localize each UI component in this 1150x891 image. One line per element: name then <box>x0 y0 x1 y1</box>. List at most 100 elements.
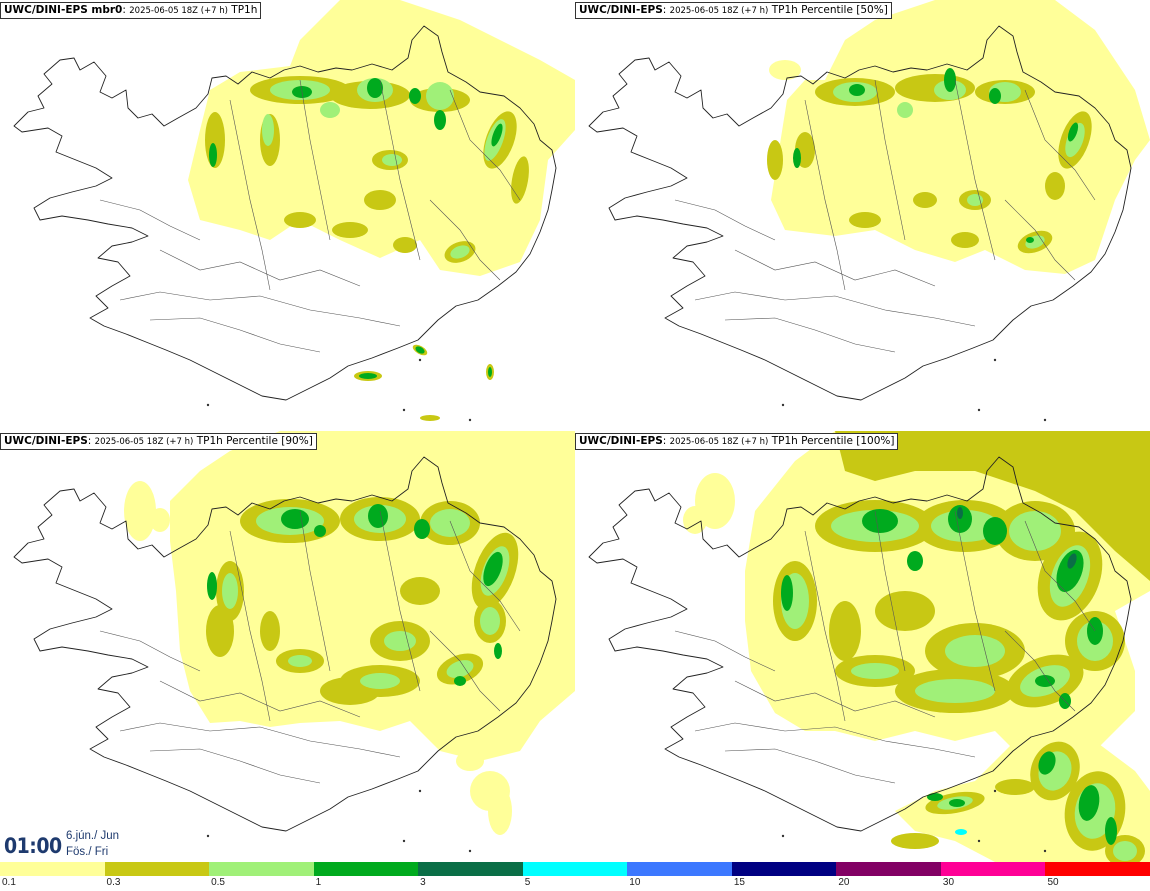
legend-tick-label: 20 <box>838 877 850 888</box>
precip-area <box>494 643 502 659</box>
precip-area <box>414 519 430 539</box>
precip-area <box>781 575 793 611</box>
precip-area <box>420 415 440 421</box>
precip-layer <box>188 0 575 421</box>
precip-area <box>1026 237 1034 243</box>
map-panel-p90: UWC/DINI-EPS: 2025-06-05 18Z (+7 h) TP1h… <box>0 431 575 862</box>
precip-area <box>430 509 470 537</box>
precip-layer <box>124 431 575 835</box>
legend-swatch <box>940 862 1046 876</box>
precip-area <box>314 525 326 537</box>
precip-area <box>300 42 340 78</box>
precip-area <box>957 507 963 519</box>
valid-weekday: Fös./ Fri <box>66 846 109 858</box>
road-line <box>229 530 271 722</box>
precip-area <box>124 481 156 541</box>
field-name: TP1h Percentile [100%] <box>771 435 895 447</box>
valid-time-box: 01:00 6.jún./ Jun Fös./ Fri <box>0 828 126 864</box>
road-line <box>159 680 361 718</box>
run-time: 2025-06-05 18Z (+7 h) <box>94 437 194 447</box>
precip-area <box>995 779 1035 795</box>
precip-area <box>364 190 396 210</box>
precip-area <box>281 509 309 529</box>
precip-area <box>222 573 238 609</box>
road-line <box>379 79 421 261</box>
coastline-layer <box>588 456 1132 853</box>
precip-area <box>949 799 965 807</box>
precip-area <box>983 517 1007 545</box>
precip-area <box>891 833 939 849</box>
precip-area <box>426 82 454 110</box>
legend-swatch <box>836 862 941 876</box>
model-name: UWC/DINI-EPS <box>579 4 663 16</box>
precip-area <box>206 605 234 657</box>
road-line <box>449 520 521 632</box>
precip-area <box>829 601 861 661</box>
precip-area <box>488 367 492 377</box>
legend-tick-label: 50 <box>1047 877 1059 888</box>
precip-area <box>683 506 707 534</box>
road-line <box>874 79 906 241</box>
precip-area <box>1105 817 1117 845</box>
island-dot <box>206 834 210 838</box>
road-line <box>379 510 421 692</box>
precip-area <box>360 673 400 689</box>
precip-area <box>989 88 1001 104</box>
island-dot <box>993 358 997 362</box>
iceland-coastline <box>13 25 557 401</box>
precip-area <box>897 102 913 118</box>
legend-tick-label: 0.5 <box>211 877 225 888</box>
precip-layer <box>767 0 1150 274</box>
precip-area <box>967 194 983 206</box>
legend-swatch <box>313 862 419 876</box>
island-dot <box>781 403 785 407</box>
road-line <box>734 680 936 718</box>
panel-title: UWC/DINI-EPS: 2025-06-05 18Z (+7 h) TP1h… <box>575 433 899 450</box>
precip-area <box>1009 511 1061 551</box>
precip-layer <box>683 431 1150 862</box>
road-line <box>299 79 331 241</box>
panel-title: UWC/DINI-EPS: 2025-06-05 18Z (+7 h) TP1h… <box>575 2 892 19</box>
island-dot <box>418 358 422 362</box>
precip-area <box>511 156 529 204</box>
precip-area <box>393 237 417 253</box>
run-time: 2025-06-05 18Z (+7 h) <box>129 6 228 16</box>
precip-area <box>927 793 943 801</box>
precip-area <box>384 631 416 651</box>
road-line <box>119 291 401 327</box>
iceland-coastline <box>588 456 1132 832</box>
road-line <box>429 199 501 281</box>
island-dot <box>977 408 981 412</box>
road-line <box>734 249 936 287</box>
island-dot <box>781 834 785 838</box>
precip-area <box>944 68 956 92</box>
run-time: 2025-06-05 18Z (+7 h) <box>669 6 769 16</box>
island-dot <box>206 403 210 407</box>
precip-area <box>907 551 923 571</box>
road-line <box>694 291 976 327</box>
precipitation-map <box>588 431 1150 862</box>
legend-swatch <box>209 862 314 876</box>
precip-area <box>456 751 484 771</box>
precip-area <box>434 110 446 130</box>
precip-area <box>767 140 783 180</box>
precip-area <box>284 212 316 228</box>
precip-area <box>260 611 280 651</box>
legend-tick-label: 1 <box>315 877 322 888</box>
model-name: UWC/DINI-EPS mbr0 <box>4 4 123 16</box>
precip-area <box>1045 172 1065 200</box>
island-dot <box>402 839 406 843</box>
precipitation-map <box>13 0 575 422</box>
map-panel-p100: UWC/DINI-EPS: 2025-06-05 18Z (+7 h) TP1h… <box>575 431 1150 862</box>
field-name: TP1h Percentile [90%] <box>196 435 313 447</box>
road-line <box>674 199 776 241</box>
precip-area <box>849 212 881 228</box>
road-line <box>299 510 331 672</box>
precip-area <box>1065 122 1085 158</box>
legend-tick-label: 0.1 <box>2 877 16 888</box>
valid-date: 6.jún./ Jun <box>66 830 120 842</box>
map-panel-mbr0: UWC/DINI-EPS mbr0: 2025-06-05 18Z (+7 h)… <box>0 0 575 431</box>
precip-area <box>835 431 1150 581</box>
color-legend: 0.1 0.3 0.5 1 3 5 10 15 20 30 50 <box>0 862 1150 891</box>
legend-tick-label: 10 <box>629 877 641 888</box>
